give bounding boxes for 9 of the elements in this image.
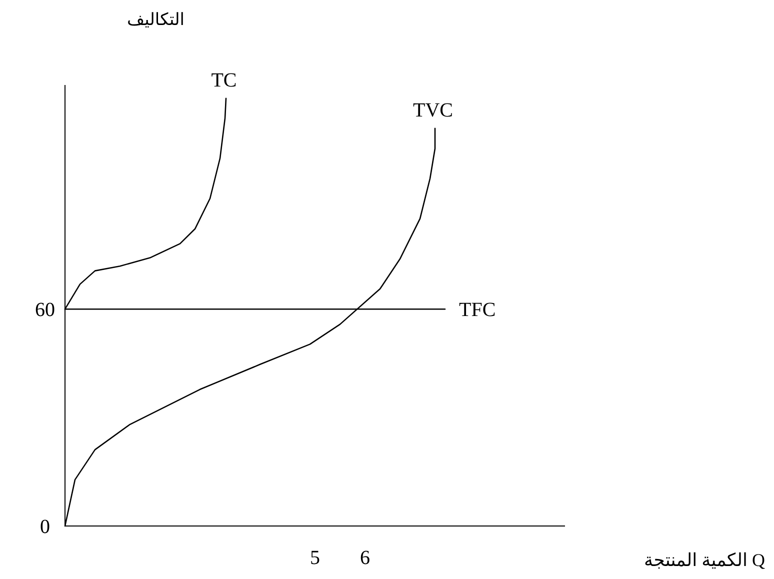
series-label: TC [211,69,237,92]
series-label: TFC [459,299,496,322]
ylabel: التكاليف [127,10,185,29]
ytick: 0 [40,516,50,538]
xtick: 5 [310,547,320,569]
ytick: 60 [35,299,55,322]
series-label: TVC [413,99,453,122]
xlabel: الكمية المنتجة Q [644,550,765,570]
xtick: 6 [360,547,370,569]
